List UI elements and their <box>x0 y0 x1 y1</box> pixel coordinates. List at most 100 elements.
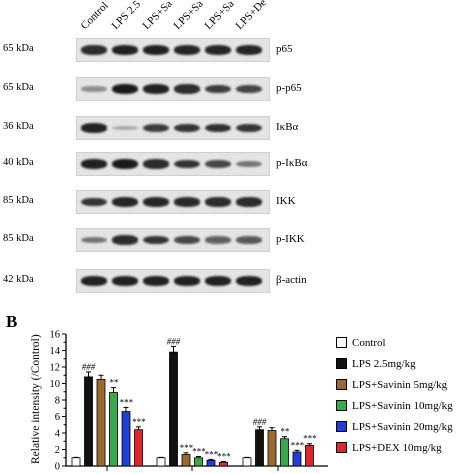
significance-label: *** <box>290 440 304 450</box>
legend-label: LPS 2.5mg/kg <box>352 357 416 370</box>
significance-label: ### <box>253 417 267 427</box>
legend-label: LPS+Savinin 5mg/kg <box>352 378 448 391</box>
chart-legend: Control LPS 2.5mg/kg LPS+Savinin 5mg/kg LPS… <box>336 334 453 460</box>
blot-band <box>81 197 107 207</box>
protein-label: p-IκBα <box>276 157 308 169</box>
legend-item: LPS+Savinin 20mg/kg <box>336 418 453 435</box>
blot-band <box>236 45 262 55</box>
protein-label: β-actin <box>276 274 307 286</box>
y-tick-label: 8 <box>55 396 60 407</box>
legend-swatch <box>336 379 347 390</box>
bar <box>206 459 216 467</box>
legend-swatch <box>336 337 347 348</box>
y-tick-label: 6 <box>55 412 60 423</box>
molecular-weight-label: 42 kDa <box>3 274 34 285</box>
protein-label: p65 <box>276 43 293 55</box>
blot-band <box>112 159 138 169</box>
y-tick-label: 2 <box>55 445 60 456</box>
blot-band <box>112 276 138 286</box>
blot-band <box>81 159 107 169</box>
bar <box>292 451 302 467</box>
protein-label: IKK <box>276 195 296 207</box>
blot-band <box>174 159 200 169</box>
bar <box>255 429 264 467</box>
blot-strip <box>76 152 270 176</box>
significance-label: *** <box>204 449 218 459</box>
blot-band <box>143 276 169 286</box>
y-tick-label: 0 <box>55 462 60 473</box>
significance-label: *** <box>119 397 133 407</box>
lane-label: LPS+Sa <box>202 0 237 33</box>
y-tick-label: 10 <box>50 379 61 390</box>
significance-label: *** <box>132 417 146 427</box>
bar <box>267 430 277 467</box>
legend-label: LPS+Savinin 20mg/kg <box>352 420 453 433</box>
protein-label: p-IKK <box>276 233 305 245</box>
bar <box>280 438 289 467</box>
blot-band <box>81 45 107 55</box>
significance-label: *** <box>192 447 206 457</box>
molecular-weight-label: 65 kDa <box>3 43 34 54</box>
y-tick-label: 12 <box>50 363 61 374</box>
blot-band <box>236 197 262 207</box>
molecular-weight-label: 40 kDa <box>3 157 34 168</box>
blot-band <box>112 45 138 55</box>
significance-label: ** <box>109 378 119 388</box>
legend-swatch <box>336 358 347 369</box>
bar <box>305 444 314 467</box>
blot-band <box>81 86 107 92</box>
blot-strip <box>76 190 270 214</box>
molecular-weight-label: 85 kDa <box>3 195 34 206</box>
panel-label: B <box>6 312 18 331</box>
bar <box>181 454 191 467</box>
bar <box>134 429 143 467</box>
lane-label: LPS+De <box>233 0 269 33</box>
bar-chart-panel: B Relative intensity (/Control) 0 2 4 6 8 10 1… <box>0 312 474 474</box>
lane-label: LPS 2.5 <box>109 0 144 33</box>
significance-label: ### <box>167 336 181 346</box>
blot-band <box>112 125 138 131</box>
blot-band <box>112 197 138 207</box>
blot-band <box>174 235 200 245</box>
blot-band <box>174 123 200 133</box>
lane-label: Control <box>78 0 111 32</box>
bar <box>169 351 178 467</box>
y-tick-label: 16 <box>50 330 61 341</box>
blot-strip <box>76 38 270 62</box>
legend-item: Control <box>336 334 453 351</box>
blot-band <box>143 197 169 207</box>
western-blot-panel: Control LPS 2.5 LPS+Sa LPS+Sa LPS+Sa LPS+De 65… <box>3 0 308 293</box>
blot-strip <box>76 116 270 140</box>
bar <box>121 411 131 467</box>
lane-label: LPS+Sa <box>140 0 175 33</box>
bar <box>84 376 93 467</box>
blot-strip <box>76 228 270 252</box>
blot-band <box>174 276 200 286</box>
bar <box>71 457 81 467</box>
y-tick-label: 14 <box>50 346 61 357</box>
blot-band <box>143 84 169 94</box>
blot-band <box>174 84 200 94</box>
blot-band <box>236 84 262 94</box>
y-tick-label: 4 <box>55 429 61 440</box>
blot-band <box>143 235 169 245</box>
bar <box>194 457 203 467</box>
blot-band <box>81 236 107 244</box>
blot-band <box>205 45 231 55</box>
legend-label: Control <box>352 336 386 349</box>
protein-label: IκBα <box>276 121 299 133</box>
bar <box>96 378 106 467</box>
blot-band <box>81 276 107 286</box>
molecular-weight-label: 36 kDa <box>3 121 34 132</box>
blot-band <box>143 159 169 169</box>
bar <box>109 392 118 467</box>
legend-item: LPS 2.5mg/kg <box>336 355 453 372</box>
blot-band <box>143 45 169 55</box>
significance-label: *** <box>217 451 231 461</box>
significance-label: *** <box>303 434 317 444</box>
blot-band <box>205 84 231 94</box>
legend-item: LPS+DEX 10mg/kg <box>336 439 453 456</box>
blot-band <box>236 276 262 286</box>
legend-swatch <box>336 421 347 432</box>
blot-band <box>236 160 262 168</box>
